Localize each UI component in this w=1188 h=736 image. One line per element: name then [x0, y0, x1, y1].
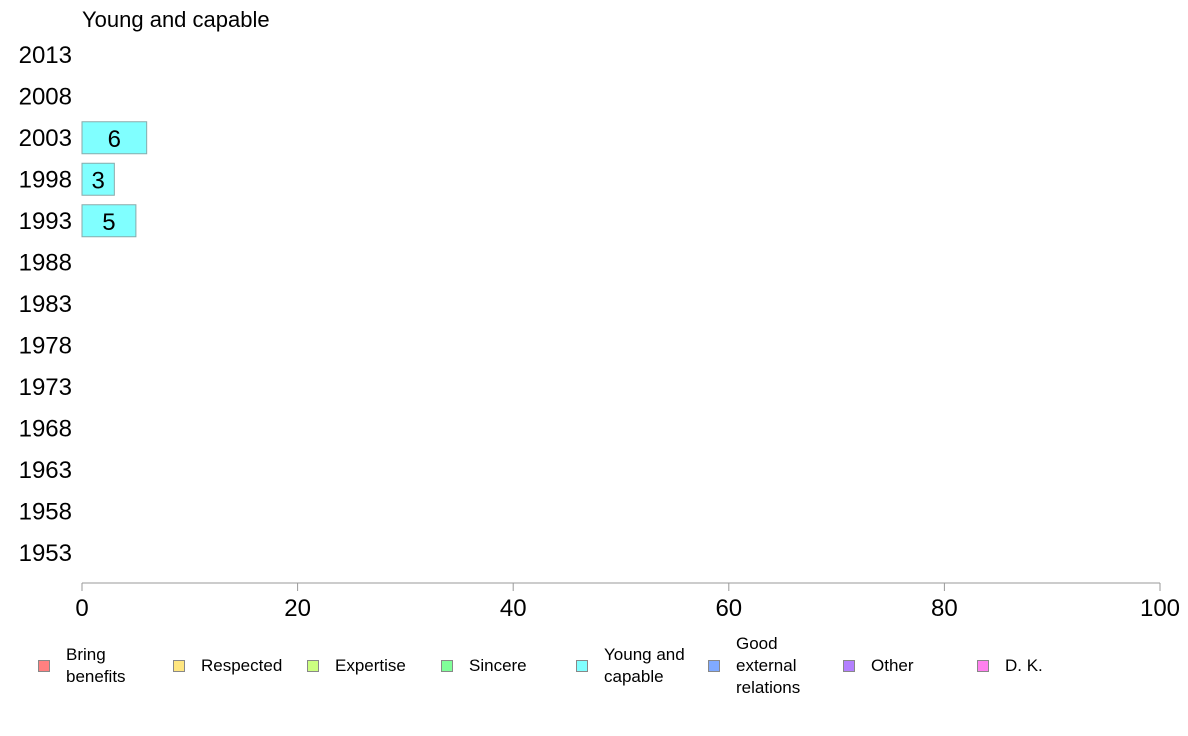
x-tick-label: 100: [1140, 595, 1180, 622]
legend-item: D. K.: [977, 630, 1102, 702]
y-tick-label: 1968: [19, 415, 72, 442]
y-tick-label: 2008: [19, 83, 72, 110]
bar: [81, 162, 115, 196]
y-tick-label: 1958: [19, 498, 72, 525]
legend-item: Expertise: [307, 630, 432, 702]
y-tick-label: 1983: [19, 291, 72, 318]
legend-label: Young and capable: [604, 645, 685, 686]
legend-label: Respected: [201, 656, 283, 675]
legend-swatch: [307, 660, 319, 672]
legend-label: D. K.: [1005, 656, 1043, 675]
y-tick-label: 1973: [19, 374, 72, 401]
legend-label: Good external relations: [736, 634, 801, 697]
legend-item: Other: [843, 630, 968, 702]
legend-swatch: [977, 660, 989, 672]
legend-swatch: [441, 660, 453, 672]
legend-swatch: [708, 660, 720, 672]
x-tick-label: 60: [715, 595, 742, 622]
legend-swatch: [38, 660, 50, 672]
y-tick-label: 1963: [19, 457, 72, 484]
legend-swatch: [576, 660, 588, 672]
bar-chart: Young and capable 2013200820031998199319…: [19, 7, 1180, 622]
legend-swatch: [173, 660, 185, 672]
y-axis-labels: 2013 2008 2003 1998 1993 1988 1983 1978 1973 1968…: [19, 42, 72, 567]
legend: Bring benefits Respected Expertise Sincere Y…: [0, 630, 1188, 710]
bar: [81, 204, 137, 238]
x-tick-label: 80: [931, 595, 958, 622]
y-tick-label: 1978: [19, 332, 72, 359]
bar-value-label: 3: [91, 167, 104, 194]
legend-swatch: [843, 660, 855, 672]
legend-item: Bring benefits: [38, 630, 163, 702]
bar-value-label: 5: [102, 209, 115, 236]
legend-label: Sincere: [469, 656, 527, 675]
y-tick-label: 1998: [19, 166, 72, 193]
legend-item: Respected: [173, 630, 298, 702]
x-tick-label: 40: [500, 595, 527, 622]
legend-item: Young and capable: [576, 630, 701, 702]
bar: [81, 121, 148, 155]
x-tick-label: 0: [75, 595, 88, 622]
x-tick-label: 20: [284, 595, 311, 622]
data-labels: 63 5: [91, 126, 121, 236]
legend-label: Bring benefits: [66, 645, 126, 686]
y-tick-label: 2003: [19, 125, 72, 152]
legend-label: Expertise: [335, 656, 406, 675]
chart-title: Young and capable: [82, 7, 270, 32]
legend-item: Good external relations: [708, 630, 826, 702]
legend-item: Sincere: [441, 630, 566, 702]
x-axis: 0 20 40 60 80 100: [75, 582, 1180, 622]
y-tick-label: 1988: [19, 249, 72, 276]
legend-label: Other: [871, 656, 914, 675]
y-tick-label: 2013: [19, 42, 72, 69]
y-tick-label: 1993: [19, 208, 72, 235]
bars: [81, 121, 148, 238]
bar-value-label: 6: [108, 126, 121, 153]
y-tick-label: 1953: [19, 540, 72, 567]
